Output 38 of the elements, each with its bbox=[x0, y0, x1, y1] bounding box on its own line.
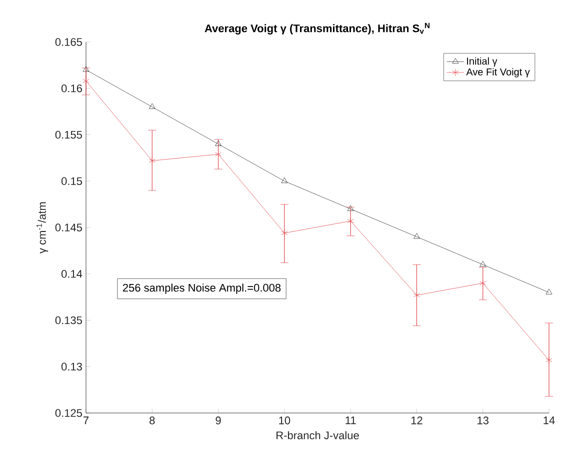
point bbox=[546, 356, 552, 364]
x-tick-label: 9 bbox=[216, 416, 221, 424]
legend-label: Initial γ bbox=[467, 57, 498, 67]
point bbox=[82, 77, 90, 85]
point bbox=[215, 150, 222, 158]
point bbox=[148, 157, 156, 164]
x-tick-label: 12 bbox=[411, 416, 422, 424]
annotation: 256 samples Noise Ampl.=0.008 bbox=[122, 284, 281, 294]
point bbox=[347, 217, 354, 225]
x-axis-title: R-branch J-value bbox=[276, 431, 359, 440]
point bbox=[148, 103, 156, 109]
y-tick-label: 0.13 bbox=[61, 362, 82, 371]
point bbox=[546, 288, 552, 294]
point bbox=[480, 279, 486, 287]
x-tick-label: 14 bbox=[544, 416, 555, 424]
legend-label: Ave Fit Voigt γ bbox=[466, 68, 530, 78]
y-tick-label: 0.125 bbox=[55, 409, 82, 417]
point bbox=[413, 292, 420, 299]
x-tick-label: 8 bbox=[150, 416, 155, 424]
x-tick-label: 7 bbox=[84, 416, 89, 424]
point bbox=[82, 66, 90, 72]
y-tick-label: 0.155 bbox=[55, 130, 82, 139]
y-tick-label: 0.145 bbox=[55, 224, 82, 232]
y-tick-label: 0.15 bbox=[61, 177, 82, 186]
x-tick-label: 13 bbox=[478, 416, 488, 424]
point bbox=[413, 233, 420, 239]
point bbox=[347, 205, 354, 211]
point bbox=[480, 260, 486, 267]
point bbox=[281, 229, 288, 237]
y-tick-label: 0.135 bbox=[55, 316, 82, 324]
y-tick-label: 0.14 bbox=[61, 270, 82, 278]
y-tick-label: 0.165 bbox=[55, 38, 82, 46]
x-tick-label: 11 bbox=[346, 416, 356, 424]
point bbox=[215, 140, 222, 146]
point bbox=[281, 177, 288, 184]
y-axis-title: γ cm$^{-1}$/atm bbox=[36, 202, 48, 254]
y-tick-label: 0.16 bbox=[61, 84, 82, 92]
x-tick-label: 10 bbox=[279, 416, 290, 424]
